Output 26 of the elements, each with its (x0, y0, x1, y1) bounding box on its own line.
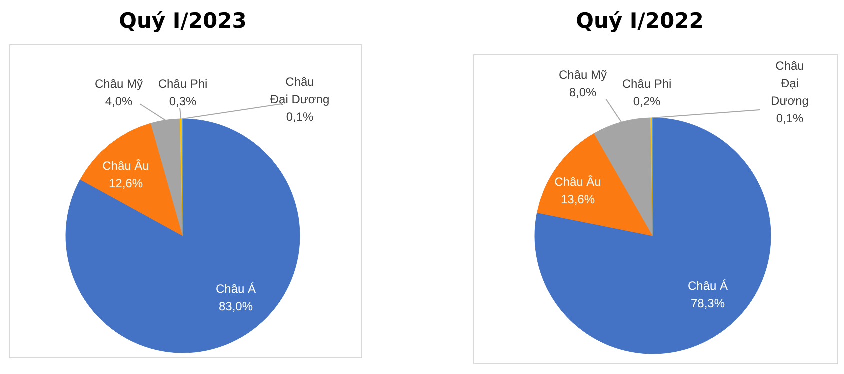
slice-label: Châu Âu (554, 175, 602, 189)
slice-label: Châu Âu (102, 159, 150, 173)
pie-slice (534, 118, 772, 354)
data-label: 0,1% (776, 112, 804, 126)
data-label: 0,1% (286, 110, 314, 124)
data-label: 78,3% (690, 296, 726, 310)
slice-label: Châu Đại Dương (270, 75, 330, 106)
slice-label: Châu Mỹ (558, 68, 608, 82)
chart-title: Quý I/2022 (576, 9, 704, 33)
slice-label: Châu Á (216, 282, 256, 296)
data-label: 83,0% (218, 300, 254, 314)
data-label: 13,6% (560, 192, 596, 206)
data-label: 8,0% (569, 86, 597, 100)
data-label: 4,0% (105, 94, 133, 108)
data-label: 12,6% (108, 176, 144, 190)
data-label: 0,2% (633, 94, 661, 108)
slice-label: Châu Á (688, 279, 728, 293)
data-label: 0,3% (169, 94, 197, 108)
pie-slice (150, 118, 184, 236)
slice-label: Châu Phi (622, 77, 672, 91)
slice-label: Châu Mỹ (94, 77, 144, 91)
slice-label: Châu Đại Dương (771, 59, 809, 108)
pie-slice (80, 123, 184, 236)
chart-title: Quý I/2023 (119, 9, 247, 33)
slice-label: Châu Phi (158, 77, 208, 91)
pie-slice (537, 133, 654, 236)
